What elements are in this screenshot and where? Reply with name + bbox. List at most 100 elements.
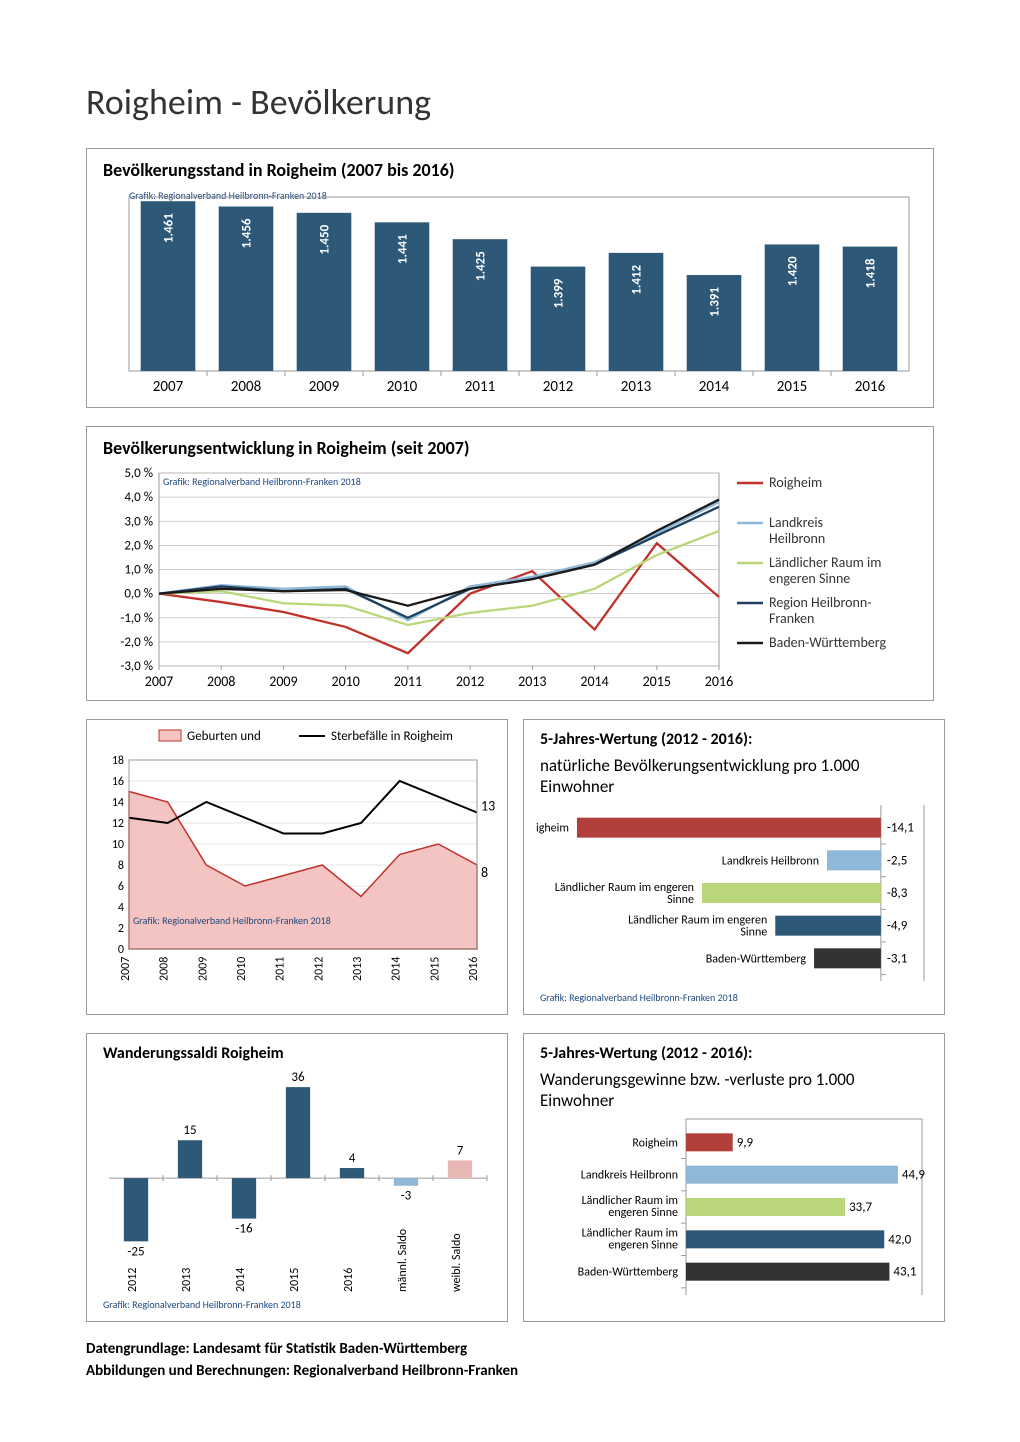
svg-text:2014: 2014 [580,673,608,690]
svg-text:-14,1: -14,1 [887,821,914,836]
svg-text:männl. Saldo: männl. Saldo [396,1229,410,1292]
svg-text:-2,5: -2,5 [887,853,907,868]
svg-text:2015: 2015 [288,1268,302,1292]
svg-text:2009: 2009 [269,673,297,690]
svg-text:2014: 2014 [234,1268,248,1292]
svg-text:1.412: 1.412 [630,264,645,294]
chart4-title: 5-Jahres-Wertung (2012 - 2016): [540,730,932,749]
svg-text:Grafik: Regionalverband Heilbr: Grafik: Regionalverband Heilbronn-Franke… [133,914,331,927]
svg-text:15: 15 [183,1123,196,1138]
svg-text:2008: 2008 [207,673,235,690]
chart4-subtitle: natürliche Bevölkerungsentwicklung pro 1… [540,755,932,797]
svg-text:2007: 2007 [153,378,184,396]
footer-line2: Abbildungen und Berechnungen: Regionalve… [86,1362,934,1380]
svg-text:-16: -16 [235,1222,253,1237]
svg-text:4,0 %: 4,0 % [124,490,153,505]
svg-text:2008: 2008 [231,378,261,396]
svg-text:2011: 2011 [274,957,288,981]
svg-text:4: 4 [118,901,124,915]
svg-text:engeren Sinne: engeren Sinne [608,1206,678,1220]
svg-text:14: 14 [112,796,124,810]
svg-text:33,7: 33,7 [849,1200,872,1215]
svg-text:Sterbefälle in Roigheim: Sterbefälle in Roigheim [331,729,453,744]
svg-text:2014: 2014 [390,957,404,981]
svg-text:weibl. Saldo: weibl. Saldo [450,1233,464,1292]
svg-text:1,0 %: 1,0 % [124,563,153,578]
svg-text:2013: 2013 [518,673,546,690]
svg-text:engeren Sinne: engeren Sinne [769,570,850,587]
svg-text:-2,0 %: -2,0 % [120,635,153,650]
svg-text:42,0: 42,0 [888,1232,911,1247]
svg-text:Baden-Württemberg: Baden-Württemberg [578,1266,679,1280]
page-title: Roigheim - Bevölkerung [86,80,934,124]
svg-text:36: 36 [291,1070,305,1085]
svg-text:2012: 2012 [312,957,326,981]
chart6-title: 5-Jahres-Wertung (2012 - 2016): [540,1044,932,1063]
svg-text:2016: 2016 [342,1268,356,1292]
svg-text:1.441: 1.441 [396,234,411,264]
svg-text:1.456: 1.456 [240,218,255,248]
svg-text:2010: 2010 [331,673,359,690]
svg-text:2011: 2011 [394,673,422,690]
svg-text:2015: 2015 [428,957,442,981]
svg-text:43,1: 43,1 [893,1265,916,1280]
svg-text:Geburten und: Geburten und [187,729,261,744]
chart4-svg: Roigheim-14,1Landkreis Heilbronn-2,5Länd… [536,797,932,987]
svg-text:2007: 2007 [145,673,173,690]
svg-text:Franken: Franken [769,610,814,627]
svg-text:1.425: 1.425 [474,251,489,281]
svg-text:2008: 2008 [158,957,172,981]
svg-text:-4,9: -4,9 [887,919,908,934]
svg-text:Roigheim: Roigheim [769,474,822,491]
svg-text:1.391: 1.391 [708,287,723,317]
svg-text:2014: 2014 [699,378,730,396]
chart-births-deaths: Geburten undSterbefälle in Roigheim02468… [86,719,508,1015]
chart-migration-5yr: 5-Jahres-Wertung (2012 - 2016): Wanderun… [523,1033,945,1322]
chart-population-dev: Bevölkerungsentwicklung in Roigheim (sei… [86,426,934,701]
svg-text:13: 13 [481,798,495,815]
svg-text:0,0 %: 0,0 % [124,587,153,602]
svg-text:5,0 %: 5,0 % [124,466,153,481]
svg-text:2012: 2012 [543,378,573,396]
svg-text:8: 8 [118,859,124,873]
svg-text:2012: 2012 [126,1268,140,1292]
chart3-svg: Geburten undSterbefälle in Roigheim02468… [99,728,495,983]
svg-text:Baden-Württemberg: Baden-Württemberg [706,952,807,966]
svg-text:Sinne: Sinne [740,926,767,940]
svg-text:2016: 2016 [467,957,481,981]
svg-text:1.450: 1.450 [318,224,333,254]
svg-text:-3: -3 [401,1189,412,1204]
svg-text:-8,3: -8,3 [887,886,908,901]
chart6-svg: Roigheim9,9Landkreis Heilbronn44,9Ländli… [536,1111,932,1301]
chart5-credit: Grafik: Regionalverband Heilbronn-Franke… [103,1298,495,1311]
svg-text:2012: 2012 [456,673,484,690]
svg-text:Landkreis Heilbronn: Landkreis Heilbronn [581,1169,678,1183]
svg-text:Grafik: Regionalverband Heilbr: Grafik: Regionalverband Heilbronn-Franke… [163,475,361,488]
svg-text:Region Heilbronn-: Region Heilbronn- [769,594,872,611]
svg-text:-1,0 %: -1,0 % [120,611,153,626]
svg-text:Heilbronn: Heilbronn [769,530,825,547]
svg-text:1.461: 1.461 [162,213,177,243]
svg-text:2010: 2010 [235,957,249,981]
chart1-svg: Grafik: Regionalverband Heilbronn-Franke… [99,187,919,397]
svg-text:Roigheim: Roigheim [536,822,569,836]
svg-text:2,0 %: 2,0 % [124,538,153,553]
svg-text:2009: 2009 [196,957,210,981]
svg-text:3,0 %: 3,0 % [124,514,153,529]
svg-text:1.399: 1.399 [552,278,567,308]
chart5-title: Wanderungssaldi Roigheim [103,1044,495,1063]
svg-text:Baden-Württemberg: Baden-Württemberg [769,634,886,651]
svg-text:2013: 2013 [351,957,365,981]
svg-text:16: 16 [112,775,124,789]
svg-text:2016: 2016 [855,378,886,396]
svg-text:10: 10 [112,838,124,852]
chart2-svg: Grafik: Regionalverband Heilbronn-Franke… [99,465,919,690]
svg-text:Roigheim: Roigheim [632,1136,678,1150]
svg-text:4: 4 [349,1151,356,1166]
svg-text:Landkreis Heilbronn: Landkreis Heilbronn [722,854,819,868]
svg-text:12: 12 [112,817,124,831]
chart1-title: Bevölkerungsstand in Roigheim (2007 bis … [103,159,921,181]
svg-text:1.420: 1.420 [786,256,801,286]
svg-text:2009: 2009 [309,378,340,396]
svg-text:8: 8 [481,864,488,881]
